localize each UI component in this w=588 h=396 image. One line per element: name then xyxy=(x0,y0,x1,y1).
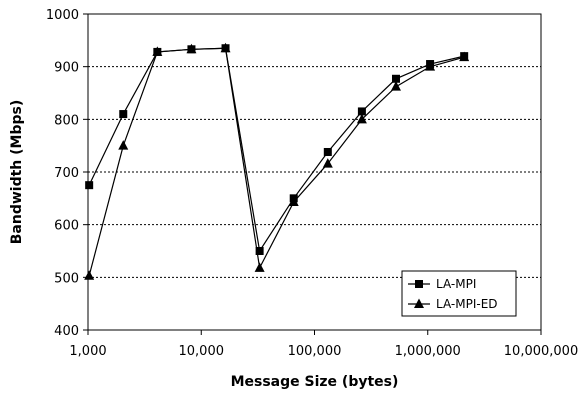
series-lines xyxy=(84,42,470,280)
data-point xyxy=(390,81,401,91)
series-la-mpi-ed xyxy=(84,42,470,280)
x-tick-label: 10,000 xyxy=(179,344,225,359)
data-point xyxy=(119,110,128,119)
data-point xyxy=(220,42,231,53)
x-tick-label: 100,000 xyxy=(288,344,342,359)
data-point xyxy=(85,181,94,190)
data-point xyxy=(459,51,470,62)
y-tick-label: 700 xyxy=(54,166,79,181)
data-point xyxy=(357,107,366,116)
legend-label: LA-MPI xyxy=(436,277,476,291)
y-tick-label: 600 xyxy=(54,219,79,234)
y-axis-title: Bandwidth (Mbps) xyxy=(9,100,25,245)
data-point xyxy=(391,74,400,83)
data-point xyxy=(255,247,264,255)
series-line xyxy=(88,47,465,253)
data-point xyxy=(322,158,333,168)
x-axis-ticks: 1,000 10,000 100,000 1,000,000 10,000,000 xyxy=(69,330,578,359)
y-tick-label: 400 xyxy=(54,324,79,339)
y-tick-label: 900 xyxy=(54,61,79,76)
legend-box xyxy=(401,270,517,317)
legend-label: LA-MPI-ED xyxy=(436,297,498,311)
grid-lines xyxy=(88,66,541,278)
data-point xyxy=(323,147,332,156)
data-point xyxy=(84,270,95,280)
y-tick-label: 500 xyxy=(54,271,79,286)
legend-marker-triangle xyxy=(414,298,424,308)
y-tick-label: 800 xyxy=(54,113,79,128)
y-axis-ticks: 400 500 600 700 800 900 1000 xyxy=(46,8,88,339)
series-line xyxy=(88,47,465,276)
data-point xyxy=(425,61,436,71)
series-la-mpi xyxy=(85,44,469,255)
legend: LA-MPI LA-MPI-ED xyxy=(401,270,517,317)
data-point xyxy=(118,140,129,150)
data-point xyxy=(356,113,367,124)
x-axis-title: Message Size (bytes) xyxy=(231,374,399,390)
x-tick-label: 1,000 xyxy=(69,344,106,359)
data-point xyxy=(186,43,197,54)
x-tick-label: 1,000,000 xyxy=(395,344,461,359)
data-point xyxy=(288,196,299,207)
y-tick-label: 1000 xyxy=(46,8,79,23)
legend-marker-square xyxy=(415,280,423,288)
x-tick-label: 10,000,000 xyxy=(504,344,578,359)
data-point xyxy=(152,46,163,56)
data-point xyxy=(254,262,265,272)
